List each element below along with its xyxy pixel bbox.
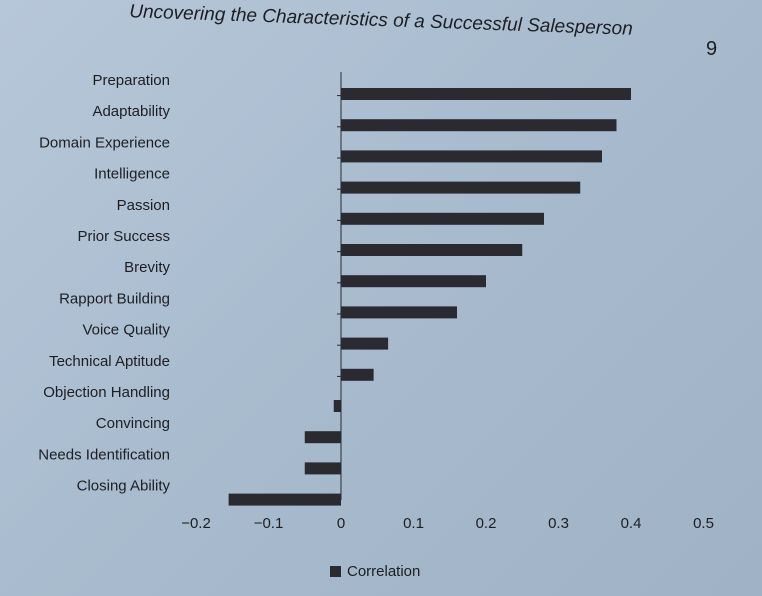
x-tick-label: 0.2 — [476, 515, 497, 532]
category-label: Passion — [117, 197, 170, 214]
bar-brevity — [341, 275, 486, 288]
bar-voice-quality — [341, 337, 389, 350]
bar-intelligence — [341, 181, 581, 194]
axis-layer: −0.2 −0.1 0 0.1 0.2 0.3 0.4 0.5 — [181, 72, 714, 532]
category-label: Brevity — [124, 259, 170, 276]
category-label: Needs Identification — [38, 446, 170, 463]
x-tick-label: 0 — [337, 515, 345, 532]
category-label: Preparation — [92, 72, 170, 89]
category-label: Voice Quality — [82, 322, 170, 339]
bar-closing-ability — [228, 493, 341, 506]
bar-objection-handling — [333, 400, 341, 412]
x-tick-label: 0.5 — [693, 515, 714, 532]
x-tick-label: 0.1 — [403, 515, 424, 532]
category-label: Rapport Building — [59, 290, 170, 307]
category-label: Intelligence — [94, 166, 170, 183]
chart-legend: Correlation — [330, 563, 420, 580]
legend-swatch — [330, 566, 341, 577]
bar-preparation — [341, 88, 631, 100]
bar-rapport-building — [341, 306, 457, 319]
bar-technical-aptitude — [341, 368, 374, 381]
category-label: Domain Experience — [39, 134, 170, 151]
page-number: 9 — [706, 38, 718, 60]
bar-needs-identification — [304, 462, 341, 475]
category-label: Closing Ability — [77, 478, 171, 495]
category-label: Objection Handling — [43, 384, 170, 401]
category-label: Prior Success — [77, 228, 170, 245]
bar-convincing — [304, 431, 341, 444]
legend-label: Correlation — [347, 563, 421, 580]
bar-passion — [341, 212, 544, 225]
x-tick-label: −0.2 — [181, 515, 211, 532]
bars-layer — [228, 88, 631, 506]
category-label: Technical Aptitude — [49, 353, 170, 370]
x-tick-label: 0.3 — [548, 515, 569, 532]
bar-adaptability — [341, 119, 617, 132]
x-tick-label: 0.4 — [621, 515, 642, 532]
category-label: Convincing — [96, 415, 170, 432]
category-labels: Preparation Adaptability Domain Experience… — [38, 72, 170, 495]
category-label: Adaptability — [92, 103, 170, 120]
bar-prior-success — [341, 244, 523, 256]
x-tick-label: −0.1 — [254, 515, 284, 532]
bar-domain-experience — [341, 150, 602, 163]
